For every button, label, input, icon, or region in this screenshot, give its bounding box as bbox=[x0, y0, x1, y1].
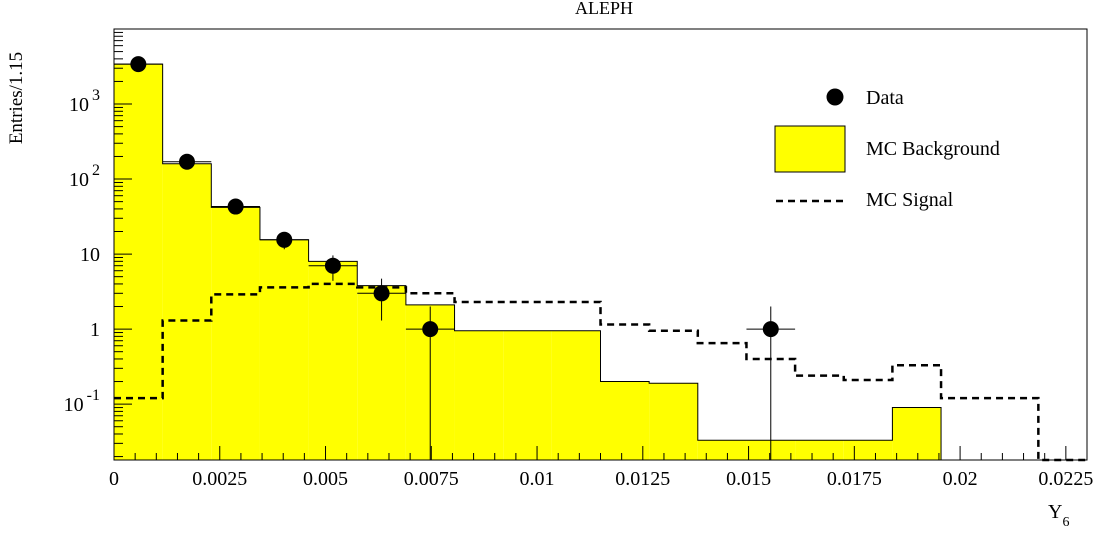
x-tick-label: 0.0175 bbox=[827, 468, 882, 490]
y-tick-label: 10 3 bbox=[69, 87, 100, 116]
mc-background-bin bbox=[697, 440, 747, 460]
data-point bbox=[130, 56, 147, 73]
x-tick-label: 0.015 bbox=[726, 468, 771, 490]
x-tick-label: 0.0025 bbox=[192, 468, 247, 490]
mc-background-bin bbox=[892, 407, 942, 460]
legend: Data MC Background MC Signal bbox=[774, 87, 1000, 211]
y-tick-label: 10 bbox=[80, 244, 100, 266]
mc-background-histogram bbox=[113, 63, 1087, 461]
x-tick-label: 0.0125 bbox=[615, 468, 670, 490]
y-tick-label-exponent: -1 bbox=[87, 387, 100, 404]
data-point bbox=[276, 231, 293, 248]
mc-background-bin bbox=[308, 261, 358, 460]
y-tick-label: 1 bbox=[90, 319, 100, 341]
y-tick-label-base: 10 bbox=[80, 244, 100, 266]
mc-background-bin bbox=[114, 64, 163, 460]
y-tick-label-base: 10 bbox=[69, 94, 89, 116]
y-axis-label: Entries/1.15 bbox=[6, 52, 27, 144]
mc-background-bin bbox=[503, 330, 552, 460]
x-axis-label: Y6 bbox=[1048, 501, 1069, 530]
x-tick-label: 0.02 bbox=[943, 468, 978, 490]
x-axis-label-subscript: 6 bbox=[1062, 515, 1069, 530]
data-points bbox=[114, 56, 796, 460]
legend-background-swatch bbox=[774, 125, 846, 173]
mc-background-bin bbox=[454, 330, 504, 460]
x-tick-label: 0.0075 bbox=[404, 468, 459, 490]
y-tick-label: 10 -1 bbox=[64, 387, 100, 416]
mc-signal-line bbox=[114, 282, 1087, 462]
plot-area bbox=[113, 56, 1087, 462]
data-point bbox=[178, 153, 195, 170]
legend-data-marker bbox=[826, 88, 844, 106]
chart-title: ALEPH bbox=[575, 0, 633, 18]
x-tick-label: 0.0225 bbox=[1038, 468, 1093, 490]
legend-label: MC Signal bbox=[866, 189, 954, 211]
data-point bbox=[373, 285, 390, 302]
mc-background-bin bbox=[259, 239, 309, 460]
legend-label: Data bbox=[866, 87, 904, 109]
mc-background-bin bbox=[551, 330, 601, 460]
x-tick-label: 0.005 bbox=[303, 468, 348, 490]
data-point bbox=[324, 257, 341, 274]
mc-background-bin bbox=[843, 440, 893, 460]
y-tick-label: 10 2 bbox=[69, 162, 100, 191]
data-point bbox=[422, 321, 439, 338]
axes: 0 0.0025 0.005 0.0075 0.01 0.0125 0.015 0.0175 0… bbox=[64, 28, 1093, 490]
data-point bbox=[762, 321, 779, 338]
y-tick-label-exponent: 3 bbox=[92, 87, 100, 104]
y-tick-label-base: 10 bbox=[64, 394, 84, 416]
mc-background-bin bbox=[649, 383, 698, 460]
legend-label: MC Background bbox=[866, 138, 1000, 160]
mc-background-bin bbox=[795, 440, 844, 460]
mc-background-bin bbox=[162, 163, 212, 461]
mc-background-bin bbox=[600, 381, 650, 460]
y-tick-label-base: 1 bbox=[90, 319, 100, 341]
x-axis-label-main: Y bbox=[1048, 501, 1062, 523]
y-tick-label-base: 10 bbox=[69, 169, 89, 191]
x-tick-label: 0.01 bbox=[520, 468, 555, 490]
y-tick-label-exponent: 2 bbox=[92, 162, 100, 179]
data-point bbox=[227, 198, 244, 215]
mc-background-bin bbox=[211, 207, 260, 460]
x-tick-label: 0 bbox=[109, 468, 119, 490]
